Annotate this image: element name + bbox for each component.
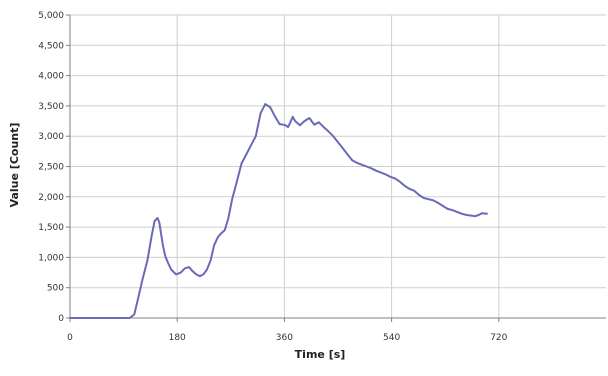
x-axis-ticks: 0 180 360 540 720 xyxy=(67,318,508,343)
y-axis-title: Value [Count] xyxy=(8,123,21,208)
y-tick-label: 4,000 xyxy=(38,72,64,82)
y-tick-label: 3,000 xyxy=(38,132,64,142)
y-tick-label: 2,500 xyxy=(38,163,64,173)
y-tick-label: 1,000 xyxy=(38,253,64,263)
x-axis-title: Time [s] xyxy=(295,348,346,361)
y-tick-label: 3,500 xyxy=(38,102,64,112)
y-tick-label: 4,500 xyxy=(38,41,64,51)
x-tick-label: 180 xyxy=(169,333,186,343)
x-tick-label: 720 xyxy=(490,333,507,343)
y-tick-label: 5,000 xyxy=(38,11,64,21)
y-tick-label: 0 xyxy=(58,314,64,324)
x-tick-label: 360 xyxy=(276,333,293,343)
grid xyxy=(70,14,606,318)
y-tick-label: 2,000 xyxy=(38,193,64,203)
series-layer xyxy=(69,103,488,319)
y-tick-label: 500 xyxy=(47,284,64,294)
y-axis-ticks: 0 500 1,000 1,500 2,000 2,500 3,000 3,500 4,000 4… xyxy=(38,11,70,324)
x-tick-label: 0 xyxy=(67,333,73,343)
y-tick-label: 1,500 xyxy=(38,223,64,233)
x-tick-label: 540 xyxy=(383,333,400,343)
series-line xyxy=(69,103,488,319)
